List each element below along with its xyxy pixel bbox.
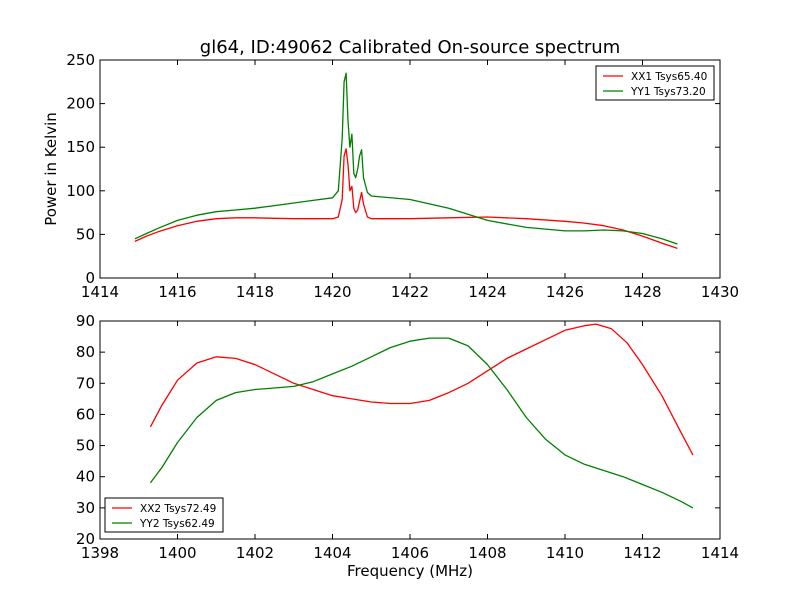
bottom-y-tick-label: 50 (76, 437, 95, 455)
bottom-legend-entry: XX2 Tsys72.49 (140, 503, 216, 515)
top-subplot: 1414 1416 1418 1420 1422 1424 1426 1428 1430 0 50… (42, 51, 739, 301)
top-series-line-1 (134, 148, 678, 250)
top-series-line-2 (134, 72, 678, 245)
chart-title: gl64, ID:49062 Calibrated On-source spec… (200, 37, 620, 58)
top-x-tick-label: 1416 (158, 283, 196, 301)
x-axis-label: Frequency (MHz) (347, 562, 473, 580)
top-legend: XX1 Tsys65.40 YY1 Tsys73.20 (595, 65, 715, 101)
top-y-tick-label: 150 (66, 138, 95, 156)
top-x-tick-label: 1428 (623, 283, 661, 301)
top-legend-entry: YY1 Tsys73.20 (630, 86, 706, 98)
top-y-tick-label: 200 (66, 95, 95, 113)
top-x-tick-label: 1418 (236, 283, 274, 301)
top-x-tick-label: 1422 (391, 283, 429, 301)
top-y-tick-label: 100 (66, 182, 95, 200)
top-y-tick-label: 250 (66, 51, 95, 69)
bottom-y-tick-label: 30 (76, 499, 95, 517)
bottom-y-tick-label: 20 (76, 530, 95, 548)
top-legend-entry: XX1 Tsys65.40 (631, 71, 707, 83)
bottom-series-line-1 (149, 323, 694, 456)
bottom-subplot: 1398 1400 1402 1404 1406 1408 1410 1412 1414 20 3… (76, 312, 739, 580)
bottom-legend-entry: YY2 Tsys62.49 (139, 518, 215, 530)
bottom-x-tick-label: 1410 (546, 544, 584, 562)
bottom-legend-box (104, 497, 224, 533)
bottom-x-tick-label: 1406 (391, 544, 429, 562)
top-y-tick-label: 0 (85, 269, 95, 287)
bottom-x-tick-label: 1400 (158, 544, 196, 562)
bottom-x-tick-label: 1402 (236, 544, 274, 562)
top-x-tick-label: 1430 (701, 283, 739, 301)
top-x-tick-label: 1420 (313, 283, 351, 301)
top-y-tick-label: 50 (76, 225, 95, 243)
bottom-x-tick-label: 1404 (313, 544, 351, 562)
bottom-y-tick-label: 80 (76, 343, 95, 361)
bottom-x-tick-label: 1412 (623, 544, 661, 562)
bottom-series-line-2 (149, 337, 694, 509)
top-x-tick-label: 1426 (546, 283, 584, 301)
top-x-tick-label: 1414 (81, 283, 119, 301)
bottom-y-tick-label: 40 (76, 468, 95, 486)
bottom-y-tick-label: 60 (76, 405, 95, 423)
bottom-y-tick-label: 90 (76, 312, 95, 330)
bottom-y-tick-label: 70 (76, 374, 95, 392)
bottom-x-tick-label: 1408 (468, 544, 506, 562)
bottom-x-tick-label: 1414 (701, 544, 739, 562)
bottom-legend: XX2 Tsys72.49 YY2 Tsys62.49 (104, 497, 224, 533)
top-legend-box (595, 65, 715, 101)
top-y-axis-label: Power in Kelvin (42, 112, 60, 226)
top-x-tick-label: 1424 (468, 283, 506, 301)
bottom-x-tick-label: 1398 (81, 544, 119, 562)
